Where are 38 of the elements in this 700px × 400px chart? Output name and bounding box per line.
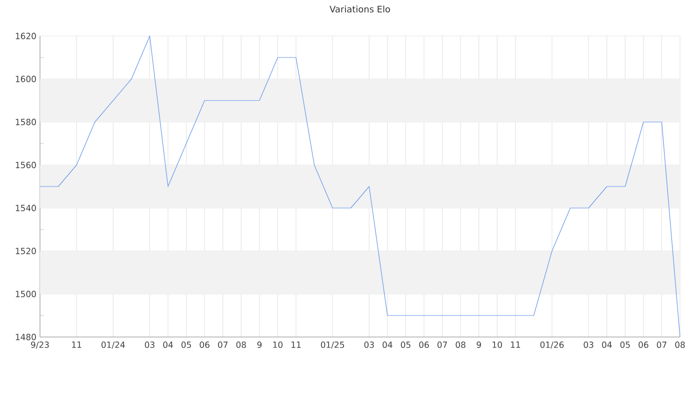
y-tick-label: 1580: [16, 118, 36, 126]
y-tick-label: 1600: [16, 76, 36, 82]
x-tick-label: 07: [656, 342, 666, 348]
y-tick-label: 1620: [16, 32, 36, 40]
y-tick-label: 1540: [16, 204, 36, 212]
x-tick-label: 11: [72, 342, 82, 348]
x-tick-label: 05: [620, 342, 630, 348]
chart-title: Variations Elo: [330, 6, 390, 12]
x-tick-label: 06: [638, 342, 648, 348]
x-tick-label: 05: [400, 342, 410, 348]
x-tick-label: 08: [675, 342, 685, 348]
x-tick-label: 10: [273, 342, 283, 348]
x-tick-label: 07: [218, 342, 228, 348]
y-tick-label: 1480: [16, 334, 36, 340]
x-tick-label: 08: [236, 342, 246, 348]
x-tick-label: 06: [200, 342, 210, 348]
y-tick-label: 1520: [16, 248, 36, 254]
x-tick-label: 04: [163, 342, 173, 348]
x-tick-label: 05: [181, 342, 191, 348]
x-tick-label: 03: [584, 342, 594, 348]
x-tick-label: 04: [602, 342, 612, 348]
y-tick-label: 1560: [16, 162, 36, 168]
x-tick-label: 10: [492, 342, 502, 348]
x-tick-label: 11: [510, 342, 520, 348]
x-tick-label: 9: [476, 342, 481, 348]
x-tick-label: 01/25: [320, 342, 344, 349]
x-tick-label: 01/24: [102, 342, 125, 349]
x-tick-label: 06: [419, 342, 429, 348]
x-tick-label: 03: [364, 342, 374, 348]
x-tick-label: 9/23: [31, 342, 49, 349]
x-tick-label: 11: [292, 342, 301, 348]
x-tick-label: 04: [382, 342, 392, 348]
x-tick-label: 01/26: [540, 342, 564, 349]
x-tick-label: 08: [456, 342, 466, 348]
x-tick-label: 9: [257, 342, 262, 348]
x-tick-label: 03: [144, 342, 154, 348]
x-tick-label: 07: [437, 342, 447, 348]
y-tick-label: 1500: [16, 290, 36, 298]
